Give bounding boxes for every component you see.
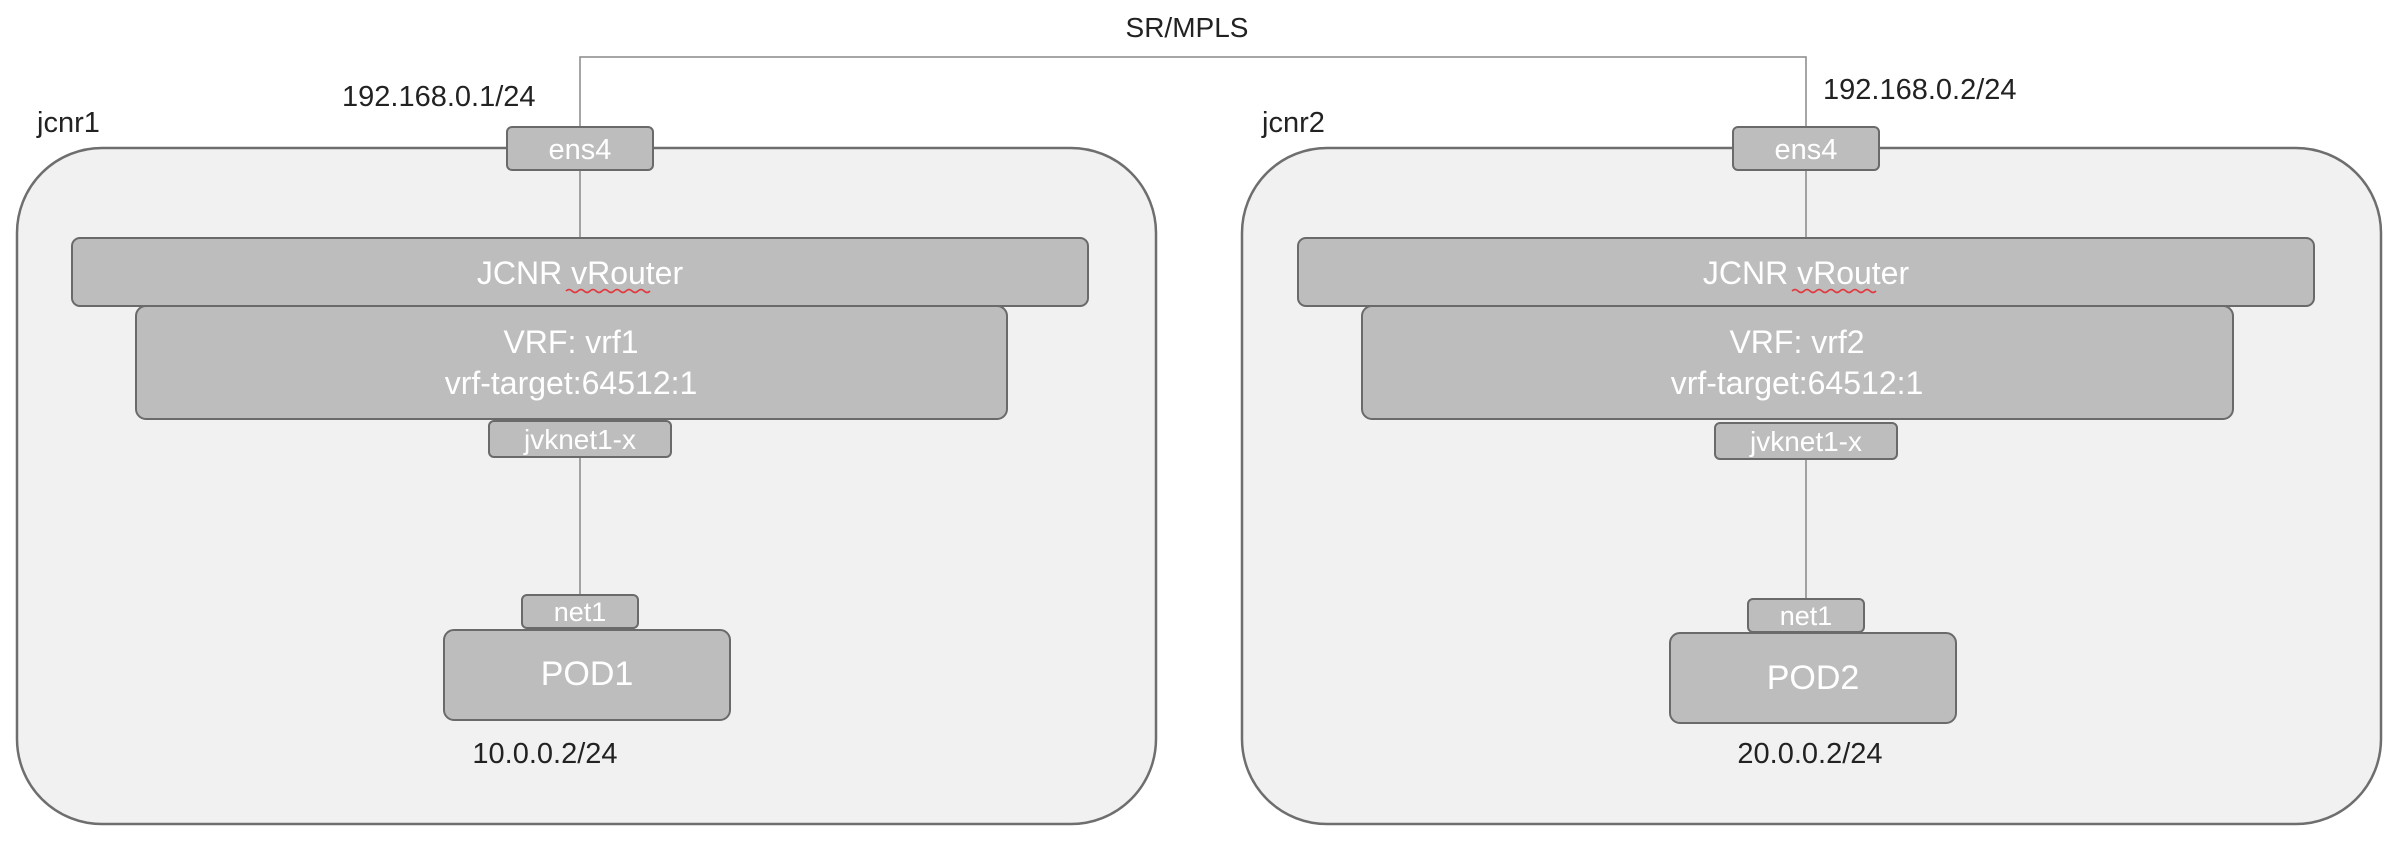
uplink-interface-box[interactable] [1732, 126, 1880, 171]
sr-mpls-label: SR/MPLS [1126, 12, 1249, 43]
vrf-target-label: vrf-target:64512:1 [1671, 365, 1924, 401]
pod-label: POD1 [541, 655, 634, 693]
node-jcnr1: jcnr1 192.168.0.1/24 ens4 JCNR vRouter V… [15, 81, 1158, 826]
pod-ip-label: 20.0.0.2/24 [1737, 738, 1882, 770]
spellcheck-underline [1791, 288, 1877, 294]
pod-box[interactable] [443, 629, 731, 721]
vrf-box[interactable] [1361, 305, 2234, 420]
vrf-interface-box[interactable] [488, 420, 672, 458]
sr-mpls-link [579, 56, 1807, 127]
uplink-interface-label: ens4 [1775, 134, 1838, 166]
spellcheck-underline [565, 288, 651, 294]
pod-box[interactable] [1669, 632, 1957, 724]
node-name-label: jcnr2 [1261, 107, 1325, 139]
node-name-label: jcnr1 [36, 107, 100, 139]
uplink-interface-box[interactable] [506, 126, 654, 171]
vrf-name-label: VRF: vrf1 [503, 324, 638, 360]
vrf-interface-box[interactable] [1714, 422, 1898, 460]
pod-interface-label: net1 [554, 597, 607, 627]
vrouter-label: JCNR vRouter [477, 255, 684, 291]
uplink-interface-label: ens4 [549, 134, 612, 166]
vrf-interface-label: jvknet1-x [1749, 426, 1862, 457]
pod-interface-box[interactable] [521, 594, 639, 629]
uplink-ip-label: 192.168.0.2/24 [1823, 74, 2017, 106]
node-jcnr2: jcnr2 192.168.0.2/24 ens4 JCNR vRouter V… [1240, 74, 2383, 826]
pod-interface-label: net1 [1780, 601, 1833, 631]
vrf-box[interactable] [135, 305, 1008, 420]
pod-label: POD2 [1767, 659, 1860, 697]
pod-ip-label: 10.0.0.2/24 [472, 738, 617, 770]
vrf-name-label: VRF: vrf2 [1729, 324, 1864, 360]
vrf-target-label: vrf-target:64512:1 [445, 365, 698, 401]
uplink-ip-label: 192.168.0.1/24 [342, 81, 536, 113]
vrouter-label: JCNR vRouter [1703, 255, 1910, 291]
vrf-interface-label: jvknet1-x [523, 424, 636, 455]
